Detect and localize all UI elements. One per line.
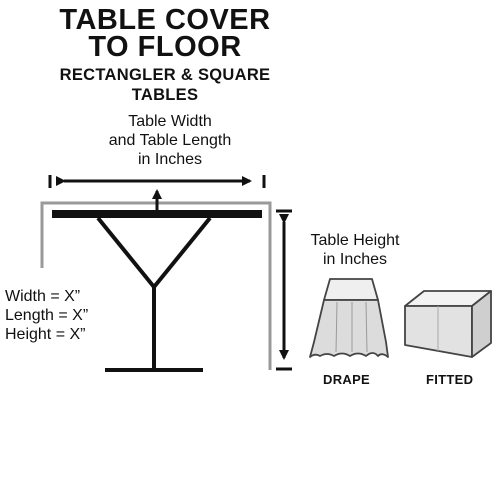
width-label-line-3: in Inches bbox=[137, 151, 203, 168]
subtitle-line-1: RECTANGLER & SQUARE bbox=[59, 66, 271, 84]
title-line-2: TO FLOOR bbox=[88, 31, 242, 63]
drape-icon bbox=[309, 278, 389, 358]
width-label-line-2: and Table Length bbox=[108, 132, 232, 149]
height-label-line-2: in Inches bbox=[322, 251, 388, 268]
title-line-1: TABLE COVER bbox=[59, 4, 271, 36]
drape-caption: DRAPE bbox=[323, 372, 371, 387]
width-length-label: Table Width and Table Length in Inches bbox=[70, 112, 270, 169]
table-legs bbox=[96, 216, 212, 291]
subtitle-line-2: TABLES bbox=[131, 86, 199, 104]
height-label-line-1: Table Height bbox=[310, 232, 400, 249]
fitted-icon bbox=[404, 290, 492, 358]
width-label-line-1: Table Width bbox=[128, 113, 212, 130]
fitted-caption: FITTED bbox=[426, 372, 474, 387]
dimension-height: Height = X” bbox=[5, 326, 86, 343]
dimension-width: Width = X” bbox=[5, 288, 81, 305]
height-label: Table Height in Inches bbox=[295, 231, 415, 269]
dimension-list: Width = X” Length = X” Height = X” bbox=[5, 287, 88, 344]
dimension-length: Length = X” bbox=[5, 307, 89, 324]
table-top bbox=[52, 210, 262, 218]
